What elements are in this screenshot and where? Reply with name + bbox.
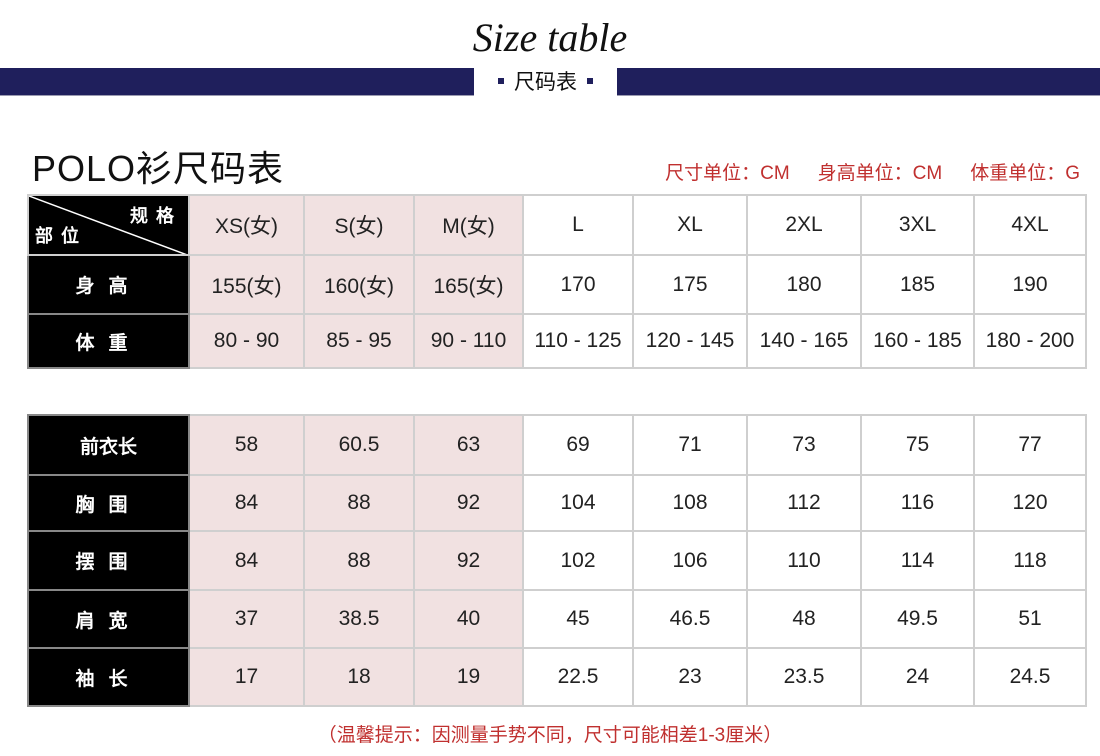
table-cell: 114	[860, 530, 975, 591]
table-cell: 190	[973, 254, 1087, 315]
row-label: 袖长	[27, 647, 190, 707]
row-label: 胸围	[27, 474, 190, 532]
table-cell: 108	[632, 474, 748, 532]
corner-label-part: 部位	[35, 226, 87, 246]
table-cell: 120 - 145	[632, 313, 748, 369]
table-title: POLO衫尺码表	[32, 148, 285, 189]
size-header-cell: XS(女)	[188, 194, 305, 256]
size-header-cell: 2XL	[746, 194, 862, 256]
table-cell: 24.5	[973, 647, 1087, 707]
table-cell: 38.5	[303, 589, 415, 649]
row-label: 肩宽	[27, 589, 190, 649]
table-cell: 160(女)	[303, 254, 415, 315]
table-cell: 19	[413, 647, 524, 707]
header-band-right	[617, 68, 1100, 96]
table-cell: 160 - 185	[860, 313, 975, 369]
table-cell: 63	[413, 414, 524, 476]
table-cell: 46.5	[632, 589, 748, 649]
corner-header-cell: 规格部位	[27, 194, 190, 256]
table-cell: 90 - 110	[413, 313, 524, 369]
table-cell: 110 - 125	[522, 313, 634, 369]
size-header-cell: M(女)	[413, 194, 524, 256]
table-cell: 69	[522, 414, 634, 476]
table-row: 前衣长 58 60.5 63 69 71 73 75 77	[27, 414, 1087, 476]
table-cell: 23	[632, 647, 748, 707]
table-cell: 37	[188, 589, 305, 649]
table-row: 摆围 84 88 92 102 106 110 114 118	[27, 530, 1087, 591]
table-cell: 165(女)	[413, 254, 524, 315]
row-label: 前衣长	[27, 414, 190, 476]
table-row: 肩宽 37 38.5 40 45 46.5 48 49.5 51	[27, 589, 1087, 649]
table-cell: 104	[522, 474, 634, 532]
table-cell: 58	[188, 414, 305, 476]
table-cell: 60.5	[303, 414, 415, 476]
table-cell: 24	[860, 647, 975, 707]
table-cell: 75	[860, 414, 975, 476]
square-bullet-icon	[587, 78, 593, 84]
table-cell: 49.5	[860, 589, 975, 649]
table-cell: 106	[632, 530, 748, 591]
size-header-cell: XL	[632, 194, 748, 256]
table-row: 袖长 17 18 19 22.5 23 23.5 24 24.5	[27, 647, 1087, 707]
table-cell: 73	[746, 414, 862, 476]
table-cell: 48	[746, 589, 862, 649]
table-cell: 45	[522, 589, 634, 649]
square-bullet-icon	[498, 78, 504, 84]
table-cell: 116	[860, 474, 975, 532]
table-cell: 110	[746, 530, 862, 591]
table-row: 胸围 84 88 92 104 108 112 116 120	[27, 474, 1087, 532]
table-cell: 118	[973, 530, 1087, 591]
table-cell: 180	[746, 254, 862, 315]
table-cell: 85 - 95	[303, 313, 415, 369]
size-header-cell: S(女)	[303, 194, 415, 256]
size-header-row: 规格 部位 XS(女) S(女) M(女) L XL 2XL 3XL 4XL	[27, 194, 1087, 256]
table-cell: 102	[522, 530, 634, 591]
table-cell: 185	[860, 254, 975, 315]
table-cell: 22.5	[522, 647, 634, 707]
diagonal-divider-icon	[30, 197, 185, 253]
table-cell: 88	[303, 474, 415, 532]
table-cell: 84	[188, 474, 305, 532]
page-title: Size table	[472, 15, 628, 60]
table-cell: 155(女)	[188, 254, 305, 315]
unit-weight: 体重单位：G	[970, 163, 1080, 184]
header-band-left	[0, 68, 474, 96]
unit-size: 尺寸单位：CM	[665, 163, 790, 184]
table-cell: 92	[413, 530, 524, 591]
table-cell: 51	[973, 589, 1087, 649]
table-cell: 120	[973, 474, 1087, 532]
table-cell: 23.5	[746, 647, 862, 707]
table-cell: 17	[188, 647, 305, 707]
table-cell: 84	[188, 530, 305, 591]
table-cell: 18	[303, 647, 415, 707]
corner-label-spec: 规格	[130, 206, 182, 226]
size-header-cell: 3XL	[860, 194, 975, 256]
table-cell: 92	[413, 474, 524, 532]
row-label: 摆围	[27, 530, 190, 591]
warm-tip-note: （温馨提示：因测量手势不同，尺寸可能相差1-3厘米）	[317, 725, 783, 746]
units-legend: 尺寸单位：CM 身高单位：CM 体重单位：G	[665, 158, 1080, 185]
subtitle-text: 尺码表	[514, 71, 577, 94]
table-cell: 175	[632, 254, 748, 315]
table-row: 身高 155(女) 160(女) 165(女) 170 175 180 185 190	[27, 254, 1087, 315]
table-cell: 77	[973, 414, 1087, 476]
size-table-measurements: 前衣长 58 60.5 63 69 71 73 75 77 胸围 84 88 92 104 108 112 11…	[27, 414, 1087, 707]
row-label: 身高	[27, 254, 190, 315]
table-cell: 112	[746, 474, 862, 532]
table-cell: 71	[632, 414, 748, 476]
table-cell: 170	[522, 254, 634, 315]
unit-height: 身高单位：CM	[817, 163, 943, 184]
row-label: 体重	[27, 313, 190, 369]
size-table-body: 规格 部位 XS(女) S(女) M(女) L XL 2XL 3XL 4XL 身高 155(女) 160…	[27, 194, 1087, 369]
table-row: 体重 80 - 90 85 - 95 90 - 110 110 - 125 120 - 1…	[27, 313, 1087, 369]
table-cell: 180 - 200	[973, 313, 1087, 369]
table-cell: 88	[303, 530, 415, 591]
table-cell: 40	[413, 589, 524, 649]
table-cell: 140 - 165	[746, 313, 862, 369]
size-header-cell: L	[522, 194, 634, 256]
table-cell: 80 - 90	[188, 313, 305, 369]
size-header-cell: 4XL	[973, 194, 1087, 256]
header-subtitle: 尺码表	[474, 66, 617, 96]
